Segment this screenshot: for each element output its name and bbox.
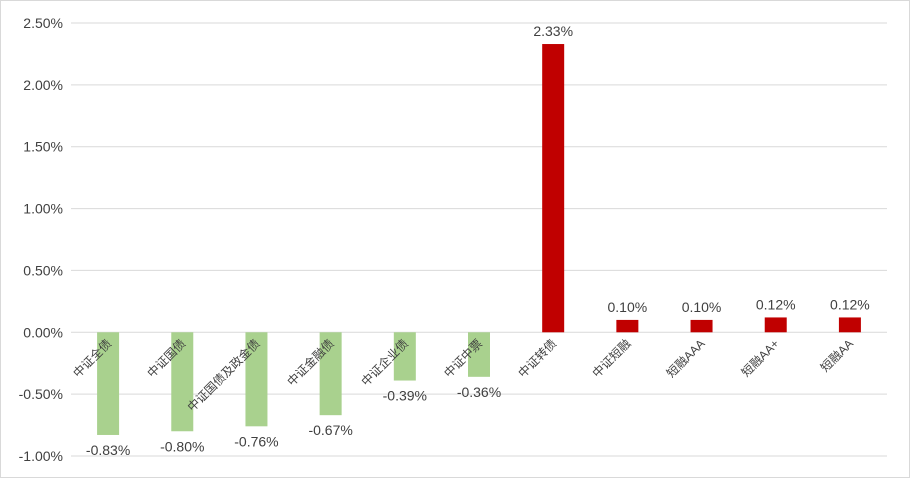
y-tick-label: 0.00% [23, 324, 63, 340]
bar [319, 332, 342, 416]
data-label: 0.12% [830, 296, 870, 312]
data-label: -0.36% [457, 384, 501, 400]
x-tick-label: 中证短融 [589, 336, 634, 381]
bar [245, 332, 268, 427]
data-label: -0.39% [383, 388, 427, 404]
y-tick-label: -0.50% [19, 386, 63, 402]
bar [690, 319, 713, 333]
bar [542, 44, 565, 333]
bar [97, 332, 120, 435]
data-label: 0.10% [608, 299, 648, 315]
x-tick-label: 短融AA [818, 337, 856, 375]
x-tick-label: 短融AAA [664, 337, 708, 381]
bar [393, 332, 416, 381]
bar [468, 332, 490, 377]
data-label: -0.80% [160, 438, 204, 454]
x-tick-label: 中证转债 [515, 336, 560, 381]
bar [171, 332, 194, 432]
data-label: -0.67% [308, 422, 352, 438]
y-tick-label: -1.00% [19, 448, 63, 464]
data-label: 0.12% [756, 296, 796, 312]
data-label: -0.83% [86, 442, 130, 458]
data-label: 2.33% [533, 23, 573, 39]
x-tick-label: 短融AA+ [739, 337, 782, 380]
y-tick-label: 0.50% [23, 262, 63, 278]
bar [764, 317, 787, 333]
bar [616, 319, 639, 333]
y-tick-label: 2.50% [23, 15, 63, 31]
y-tick-label: 2.00% [23, 77, 63, 93]
y-tick-label: 1.50% [23, 139, 63, 155]
data-label: 0.10% [682, 299, 722, 315]
data-label: -0.76% [234, 433, 278, 449]
bar [838, 317, 861, 333]
y-tick-label: 1.00% [23, 201, 63, 217]
